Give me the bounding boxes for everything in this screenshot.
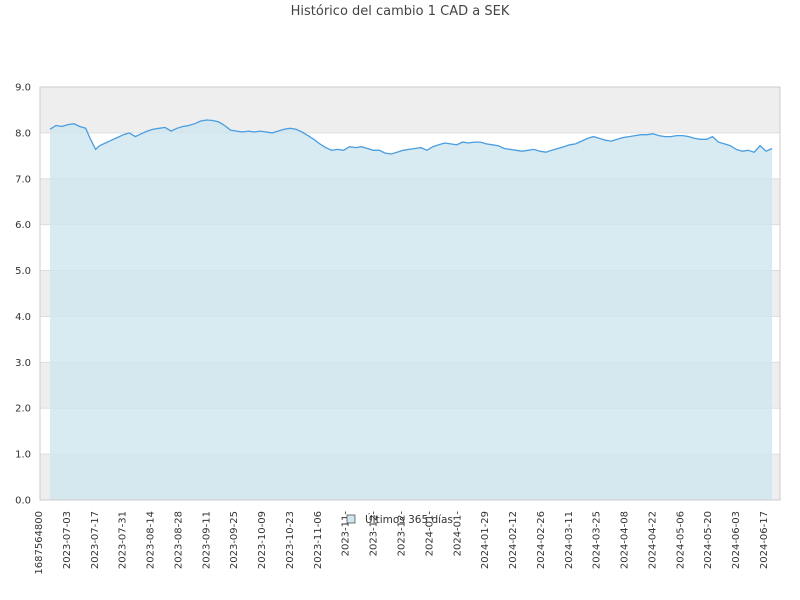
- y-tick-label: 4.0: [15, 312, 31, 323]
- x-tick-label: 2024-04-08: [620, 511, 631, 569]
- series-line: [49, 119, 773, 155]
- x-tick-label: 2024-03-11: [564, 511, 575, 569]
- x-tick-label: 2023-07-17: [90, 511, 101, 569]
- legend-swatch: [346, 514, 356, 524]
- x-tick-label: 2024-06-17: [759, 511, 770, 569]
- y-tick-label: 6.0: [15, 220, 31, 231]
- x-tick-label: 2023-11-: [341, 511, 352, 557]
- y-tick-label: 1.0: [15, 450, 31, 461]
- grid-band: [40, 87, 780, 133]
- y-axis: 0.0 1.0 2.0 3.0 4.0 5.0 6.0 7.0 8.0 9.0: [15, 83, 31, 507]
- x-tick-label: 2023-08-28: [173, 511, 184, 569]
- y-tick-label: 0.0: [15, 496, 31, 507]
- y-tick-label: 3.0: [15, 358, 31, 369]
- x-tick-label: 1687564800: [34, 511, 45, 575]
- x-tick-label: 2024-01-: [452, 511, 463, 557]
- legend: Últimos 365 días: [346, 513, 453, 526]
- x-tick-label: 2024-02-12: [508, 511, 519, 569]
- x-tick-label: 2023-12-: [369, 511, 380, 557]
- x-axis: 1687564800 2023-07-03 2023-07-17 2023-07-31…: [34, 511, 770, 575]
- x-tick-label: 2023-11-06: [313, 511, 324, 569]
- y-tick-label: 2.0: [15, 404, 31, 415]
- x-tick-label: 2023-10-23: [285, 511, 296, 569]
- x-tick-label: 2024-03-25: [592, 511, 603, 569]
- x-tick-label: 2023-07-31: [118, 511, 129, 569]
- x-tick-label: 2024-01-29: [480, 511, 491, 569]
- legend-label: Últimos 365 días: [365, 513, 453, 526]
- x-tick-label: 2024-06-03: [731, 511, 742, 569]
- x-tick-label: 2023-09-25: [229, 511, 240, 569]
- plot-frame: [39, 86, 781, 501]
- y-tick-label: 9.0: [15, 83, 31, 94]
- x-tick-label: 2024-04-22: [647, 511, 658, 569]
- x-tick-label: 2023-09-11: [201, 511, 212, 569]
- x-tick-label: 2024-01-: [424, 511, 435, 557]
- x-tick-label: 2023-08-14: [146, 511, 157, 569]
- x-tick-label: 2023-12-: [397, 511, 408, 557]
- y-tick-label: 8.0: [15, 128, 31, 139]
- series-area: [50, 120, 772, 500]
- x-tick-label: 2024-05-20: [703, 511, 714, 569]
- chart-title: Histórico del cambio 1 CAD a SEK: [291, 4, 510, 19]
- x-tick-label: 2023-07-03: [62, 511, 73, 569]
- x-tick-label: 2024-02-26: [536, 511, 547, 569]
- y-tick-label: 7.0: [15, 174, 31, 185]
- x-tick-label: 2023-10-09: [257, 511, 268, 569]
- x-tick-label: 2024-05-06: [675, 511, 686, 569]
- y-tick-label: 5.0: [15, 266, 31, 277]
